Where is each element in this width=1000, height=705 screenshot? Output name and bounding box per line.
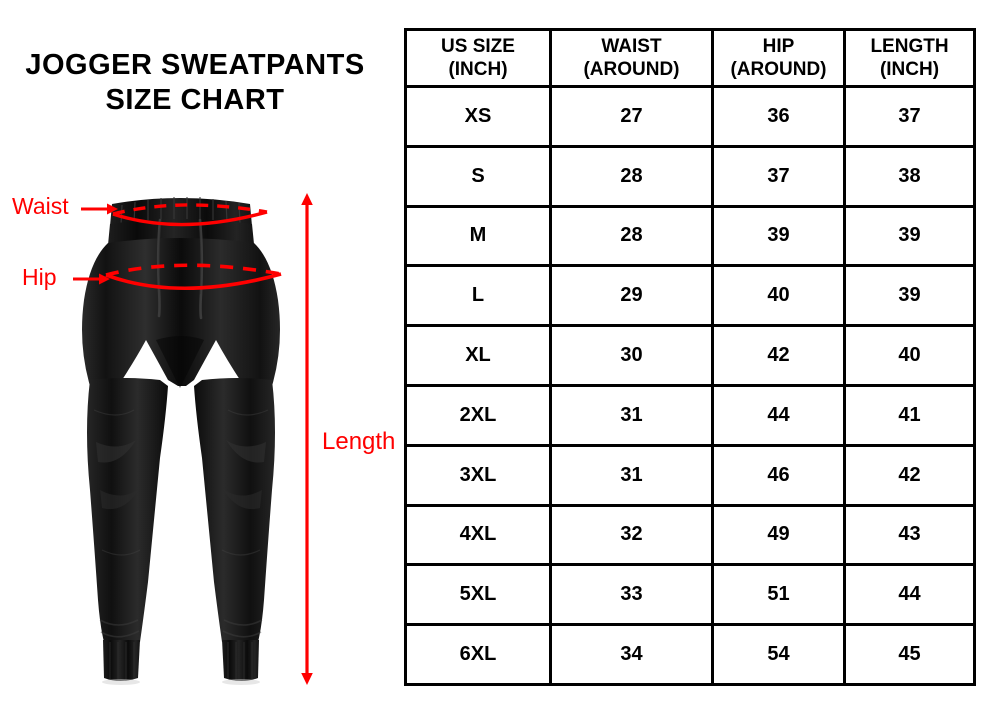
cell-hip: 42 bbox=[711, 324, 846, 387]
cell-size: 5XL bbox=[404, 563, 552, 627]
cell-size: S bbox=[404, 144, 552, 208]
cell-hip: 46 bbox=[711, 443, 846, 507]
length-double-arrow-icon bbox=[301, 193, 313, 685]
cell-size: 2XL bbox=[404, 383, 552, 447]
cell-length: 39 bbox=[843, 264, 976, 328]
cell-size: XS bbox=[404, 85, 552, 148]
length-annotation-label: Length bbox=[322, 428, 396, 455]
cell-waist: 34 bbox=[549, 623, 714, 686]
hip-measurement-ring bbox=[105, 263, 282, 291]
cell-hip: 54 bbox=[711, 623, 846, 686]
table-row: 2XL 31 44 41 bbox=[404, 383, 976, 447]
table-row: 6XL 34 54 45 bbox=[404, 623, 976, 686]
column-header-us-size-line1: US SIZE bbox=[441, 36, 515, 57]
column-header-hip-line1: HIP bbox=[762, 36, 795, 57]
table-row: 3XL 31 46 42 bbox=[404, 443, 976, 507]
cell-waist: 29 bbox=[549, 264, 714, 328]
jogger-sweatpants-illustration bbox=[60, 190, 300, 685]
page-title-line-2: SIZE CHART bbox=[105, 84, 285, 116]
cell-length: 43 bbox=[843, 503, 976, 567]
cell-waist: 32 bbox=[549, 503, 714, 567]
waist-arrow-icon bbox=[81, 203, 118, 215]
cell-length: 45 bbox=[843, 623, 976, 686]
table-row: XL 30 42 40 bbox=[404, 324, 976, 387]
cell-length: 44 bbox=[843, 563, 976, 627]
cell-length: 38 bbox=[843, 144, 976, 208]
hip-arrow-icon bbox=[73, 273, 110, 285]
table-row: 4XL 32 49 43 bbox=[404, 503, 976, 567]
cell-hip: 44 bbox=[711, 383, 846, 447]
cell-waist: 31 bbox=[549, 383, 714, 447]
cell-length: 40 bbox=[843, 324, 976, 387]
column-header-us-size: US SIZE (INCH) bbox=[404, 28, 552, 88]
illustration-panel: JOGGER SWEATPANTS SIZE CHART bbox=[0, 0, 400, 705]
cell-waist: 28 bbox=[549, 144, 714, 208]
cell-waist: 28 bbox=[549, 204, 714, 268]
cell-length: 39 bbox=[843, 204, 976, 268]
column-header-hip-line2: (AROUND) bbox=[730, 59, 827, 80]
column-header-waist: WAIST (AROUND) bbox=[549, 28, 714, 88]
cell-hip: 40 bbox=[711, 264, 846, 328]
cell-waist: 31 bbox=[549, 443, 714, 507]
page-title-line-1: JOGGER SWEATPANTS bbox=[25, 49, 365, 81]
column-header-length-line2: (INCH) bbox=[879, 59, 940, 80]
size-chart-table-container: US SIZE (INCH) WAIST (AROUND) HIP (AROUN… bbox=[404, 28, 976, 686]
cell-size: 4XL bbox=[404, 503, 552, 567]
cell-size: XL bbox=[404, 324, 552, 387]
page-title: JOGGER SWEATPANTS SIZE CHART bbox=[0, 48, 390, 118]
waist-annotation-label: Waist bbox=[12, 193, 69, 219]
cell-waist: 30 bbox=[549, 324, 714, 387]
cell-size: M bbox=[404, 204, 552, 268]
column-header-length-line1: LENGTH bbox=[870, 36, 949, 57]
cell-size: 3XL bbox=[404, 443, 552, 507]
column-header-us-size-line2: (INCH) bbox=[448, 59, 508, 80]
cell-hip: 37 bbox=[711, 144, 846, 208]
column-header-length: LENGTH (INCH) bbox=[843, 28, 976, 88]
table-row: 5XL 33 51 44 bbox=[404, 563, 976, 627]
table-header-row: US SIZE (INCH) WAIST (AROUND) HIP (AROUN… bbox=[404, 28, 976, 88]
cell-waist: 27 bbox=[549, 85, 714, 148]
cell-hip: 36 bbox=[711, 85, 846, 148]
cell-hip: 39 bbox=[711, 204, 846, 268]
sweatpants-graphic bbox=[82, 197, 282, 685]
table-row: S 28 37 38 bbox=[404, 144, 976, 208]
table-row: L 29 40 39 bbox=[404, 264, 976, 328]
cell-hip: 49 bbox=[711, 503, 846, 567]
table-row: M 28 39 39 bbox=[404, 204, 976, 268]
hip-annotation-label: Hip bbox=[22, 264, 57, 290]
cell-size: 6XL bbox=[404, 623, 552, 686]
waist-measurement-ring bbox=[112, 203, 268, 227]
cell-hip: 51 bbox=[711, 563, 846, 627]
cell-length: 41 bbox=[843, 383, 976, 447]
column-header-waist-line1: WAIST bbox=[601, 36, 662, 57]
column-header-waist-line2: (AROUND) bbox=[583, 59, 680, 80]
table-row: XS 27 36 37 bbox=[404, 85, 976, 148]
cell-length: 42 bbox=[843, 443, 976, 507]
size-chart-table: US SIZE (INCH) WAIST (AROUND) HIP (AROUN… bbox=[404, 28, 976, 686]
cell-size: L bbox=[404, 264, 552, 328]
cell-length: 37 bbox=[843, 85, 976, 148]
column-header-hip: HIP (AROUND) bbox=[711, 28, 846, 88]
cell-waist: 33 bbox=[549, 563, 714, 627]
